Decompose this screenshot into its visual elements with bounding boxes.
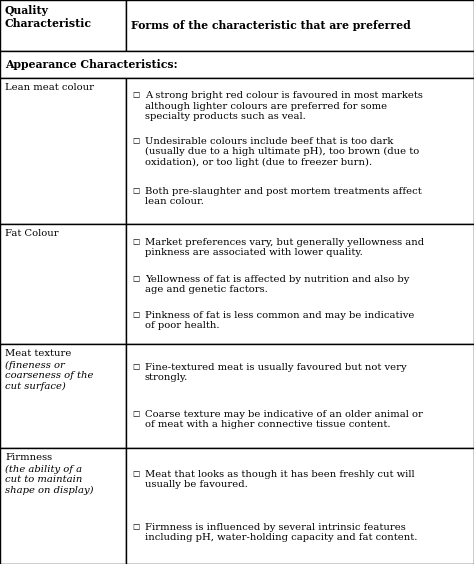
Text: □: □ [133,311,140,319]
Text: □: □ [133,187,140,195]
Text: Lean meat colour: Lean meat colour [5,83,94,92]
Text: Fat Colour: Fat Colour [5,230,59,239]
Text: Yellowness of fat is affected by nutrition and also by
age and genetic factors.: Yellowness of fat is affected by nutriti… [145,275,409,294]
Text: (the ability of a
cut to maintain
shape on display): (the ability of a cut to maintain shape … [5,465,93,495]
Bar [126,78,474,224]
Text: □: □ [133,409,140,418]
Text: Forms of the characteristic that are preferred: Forms of the characteristic that are pre… [131,20,410,31]
Text: Meat texture: Meat texture [5,349,72,358]
Text: □: □ [133,363,140,371]
Bar [126,344,474,448]
Text: Market preferences vary, but generally yellowness and
pinkness are associated wi: Market preferences vary, but generally y… [145,238,424,257]
Text: Appearance Characteristics:: Appearance Characteristics: [5,59,178,70]
Bar [126,224,474,344]
Bar [126,0,474,51]
Text: (fineness or
coarseness of the
cut surface): (fineness or coarseness of the cut surfa… [5,361,93,391]
Text: □: □ [133,470,140,478]
Text: Firmness: Firmness [5,453,52,462]
Text: Pinkness of fat is less common and may be indicative
of poor health.: Pinkness of fat is less common and may b… [145,311,414,331]
Text: Both pre-slaughter and post mortem treatments affect
lean colour.: Both pre-slaughter and post mortem treat… [145,187,421,206]
Text: □: □ [133,238,140,246]
Text: □: □ [133,136,140,145]
Bar [0,344,126,448]
Text: Quality
Characteristic: Quality Characteristic [5,5,92,29]
Text: Firmness is influenced by several intrinsic features
including pH, water-holding: Firmness is influenced by several intrin… [145,523,417,542]
Text: Undesirable colours include beef that is too dark
(usually due to a high ultimat: Undesirable colours include beef that is… [145,136,419,167]
Text: Meat that looks as though it has been freshly cut will
usually be favoured.: Meat that looks as though it has been fr… [145,470,414,489]
Bar [0,448,126,564]
Text: Fine-textured meat is usually favoured but not very
strongly.: Fine-textured meat is usually favoured b… [145,363,406,382]
Bar [0,78,126,224]
Text: A strong bright red colour is favoured in most markets
although lighter colours : A strong bright red colour is favoured i… [145,91,422,121]
Bar [0,51,474,78]
Text: Coarse texture may be indicative of an older animal or
of meat with a higher con: Coarse texture may be indicative of an o… [145,409,422,429]
Text: □: □ [133,275,140,283]
Bar [0,224,126,344]
Bar [126,448,474,564]
Text: □: □ [133,91,140,99]
Bar [0,0,126,51]
Text: □: □ [133,523,140,531]
